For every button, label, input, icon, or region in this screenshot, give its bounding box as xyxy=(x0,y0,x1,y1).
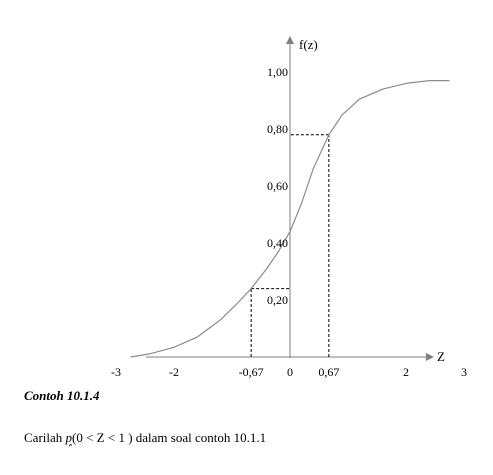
y-axis-label: f(z) xyxy=(299,37,318,52)
reference-lines xyxy=(250,134,330,357)
y-tick-label: 0,80 xyxy=(267,122,288,136)
example-text-after: (0 < Z < 1 ) dalam soal contoh 10.1.1 xyxy=(72,430,267,445)
x-tick-label: 2 xyxy=(403,365,409,379)
y-tick-label: 1,00 xyxy=(267,65,288,79)
x-axis-arrow-icon xyxy=(426,353,434,361)
x-tick-label: 0,67 xyxy=(318,365,339,379)
x-tick-label: 0 xyxy=(287,365,293,379)
x-axis-label: Z xyxy=(437,349,445,364)
y-tick-labels: 0,20 0,40 0,60 0,80 1,00 xyxy=(267,65,288,307)
example-symbol: p xyxy=(65,430,73,445)
y-tick-label: 0,60 xyxy=(267,179,288,193)
example-text-before: Carilah xyxy=(24,430,66,445)
x-tick-label: -3 xyxy=(111,365,121,379)
x-tick-label: 3 xyxy=(461,365,467,379)
x-tick-label: -0,67 xyxy=(239,365,264,379)
cdf-curve xyxy=(130,80,450,358)
y-tick-label: 0,20 xyxy=(267,293,288,307)
example-text: Carilah p(0 < Z < 1 ) dalam soal contoh … xyxy=(24,430,266,446)
x-tick-labels: -3 -2 -0,67 0 0,67 2 3 xyxy=(111,365,467,379)
y-axis-arrow-icon xyxy=(286,36,294,44)
y-tick-label: 0,40 xyxy=(267,236,288,250)
example-heading: Contoh 10.1.4 xyxy=(24,388,100,403)
x-tick-label: -2 xyxy=(169,365,179,379)
